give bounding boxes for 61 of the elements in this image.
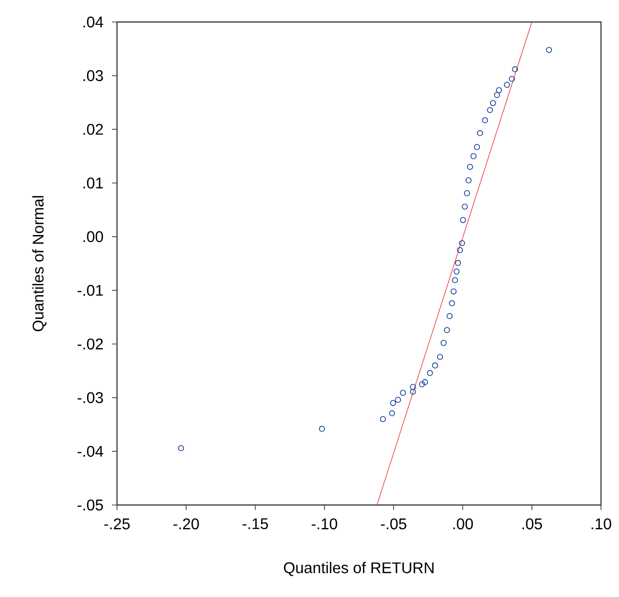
point [419,381,426,388]
point [400,390,406,396]
point [410,384,416,390]
y-tick-label: .01 [84,178,103,188]
point [458,240,466,246]
point [390,400,396,406]
point [318,426,325,432]
y-tick-label: -.05 [78,500,103,510]
point [512,66,518,72]
point [448,300,455,306]
point [460,216,466,224]
point [465,177,472,184]
point [389,410,396,416]
point [474,144,480,150]
point [432,362,438,369]
x-tick-label: .00 [453,518,473,530]
point [440,340,447,346]
point [476,130,484,136]
point [422,379,428,386]
point [436,354,444,360]
point [410,388,416,395]
point [494,92,500,98]
point [504,82,510,88]
point [454,268,460,275]
point [464,190,470,196]
x-tick-label: -.05 [380,518,406,530]
x-tick-label: -.10 [312,518,338,530]
point [482,117,488,124]
point [380,416,386,422]
x-tick-label: .05 [522,518,542,530]
point [178,445,184,452]
y-tick-label: -.03 [78,392,103,404]
point [496,87,502,94]
point [490,100,496,106]
y-tick-label: .00 [84,231,104,242]
point [456,247,463,254]
y-tick-label: -.01 [78,284,103,296]
point [546,46,552,53]
x-tick-label: -.20 [173,518,199,530]
y-tick-label: .04 [84,16,104,28]
y-tick-label: .03 [84,70,103,82]
y-tick-label: .02 [84,124,103,135]
y-axis-title: Quantiles of Normal [32,196,46,332]
point [426,370,433,376]
point [470,153,477,160]
point [452,277,458,284]
x-tick-label: -.15 [242,518,268,530]
point [446,313,453,320]
y-tick-label: -.02 [78,338,103,350]
point [508,76,515,82]
point [486,106,494,114]
point [394,396,402,403]
y-tick-label: -.04 [78,446,104,457]
point [450,288,457,294]
x-tick-label: -.25 [104,518,130,530]
point [466,164,474,170]
point [454,260,462,266]
x-tick-label: .10 [592,518,612,530]
point [444,327,450,334]
point [462,204,468,210]
x-axis-title: Quantiles of RETURN [284,562,434,576]
